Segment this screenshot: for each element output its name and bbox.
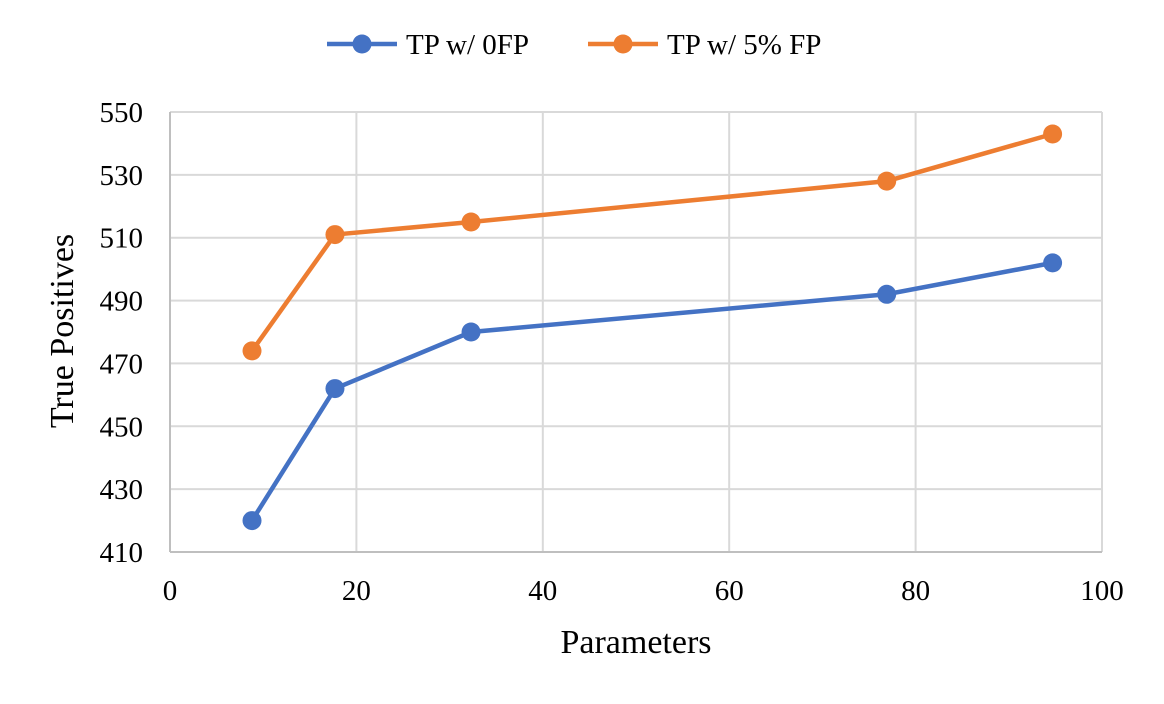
legend-entry: TP w/ 5% FP bbox=[588, 29, 821, 61]
y-tick-label: 410 bbox=[100, 537, 144, 569]
x-tick-label: 20 bbox=[342, 575, 371, 607]
series bbox=[242, 124, 1063, 531]
x-axis-title: Parameters bbox=[560, 624, 711, 661]
tick-labels: 410 430 450 470 490 510 530 550 0 20 40 60 80 100 bbox=[100, 97, 1124, 607]
legend-label: TP w/ 0FP bbox=[406, 29, 529, 61]
data-point bbox=[877, 284, 897, 304]
legend-marker bbox=[352, 34, 372, 54]
y-axis-title: True Positives bbox=[44, 234, 81, 428]
x-tick-label: 0 bbox=[163, 575, 178, 607]
x-tick-label: 80 bbox=[901, 575, 930, 607]
y-tick-label: 430 bbox=[100, 474, 144, 506]
series-2 bbox=[242, 124, 1063, 361]
legend-marker bbox=[613, 34, 633, 54]
data-point bbox=[325, 225, 345, 245]
legend: TP w/ 0FP TP w/ 5% FP bbox=[327, 29, 821, 61]
data-point bbox=[325, 379, 345, 399]
legend-entry: TP w/ 0FP bbox=[327, 29, 529, 61]
data-point bbox=[1043, 124, 1063, 144]
legend-label: TP w/ 5% FP bbox=[667, 29, 821, 61]
y-tick-label: 470 bbox=[100, 348, 144, 380]
data-point bbox=[877, 171, 897, 191]
x-tick-label: 100 bbox=[1080, 575, 1124, 607]
y-tick-label: 550 bbox=[100, 97, 144, 129]
y-tick-label: 530 bbox=[100, 160, 144, 192]
x-tick-label: 40 bbox=[528, 575, 557, 607]
y-tick-label: 450 bbox=[100, 411, 144, 443]
data-point bbox=[1043, 253, 1063, 273]
data-point bbox=[461, 322, 481, 342]
series-line bbox=[250, 131, 1054, 353]
y-tick-label: 510 bbox=[100, 223, 144, 255]
gridlines bbox=[169, 111, 1103, 553]
data-point bbox=[461, 212, 481, 232]
axes bbox=[169, 112, 1102, 553]
y-tick-label: 490 bbox=[100, 286, 144, 318]
data-point bbox=[242, 341, 262, 361]
x-tick-label: 60 bbox=[715, 575, 744, 607]
series-1 bbox=[242, 253, 1063, 531]
data-point bbox=[242, 511, 262, 531]
